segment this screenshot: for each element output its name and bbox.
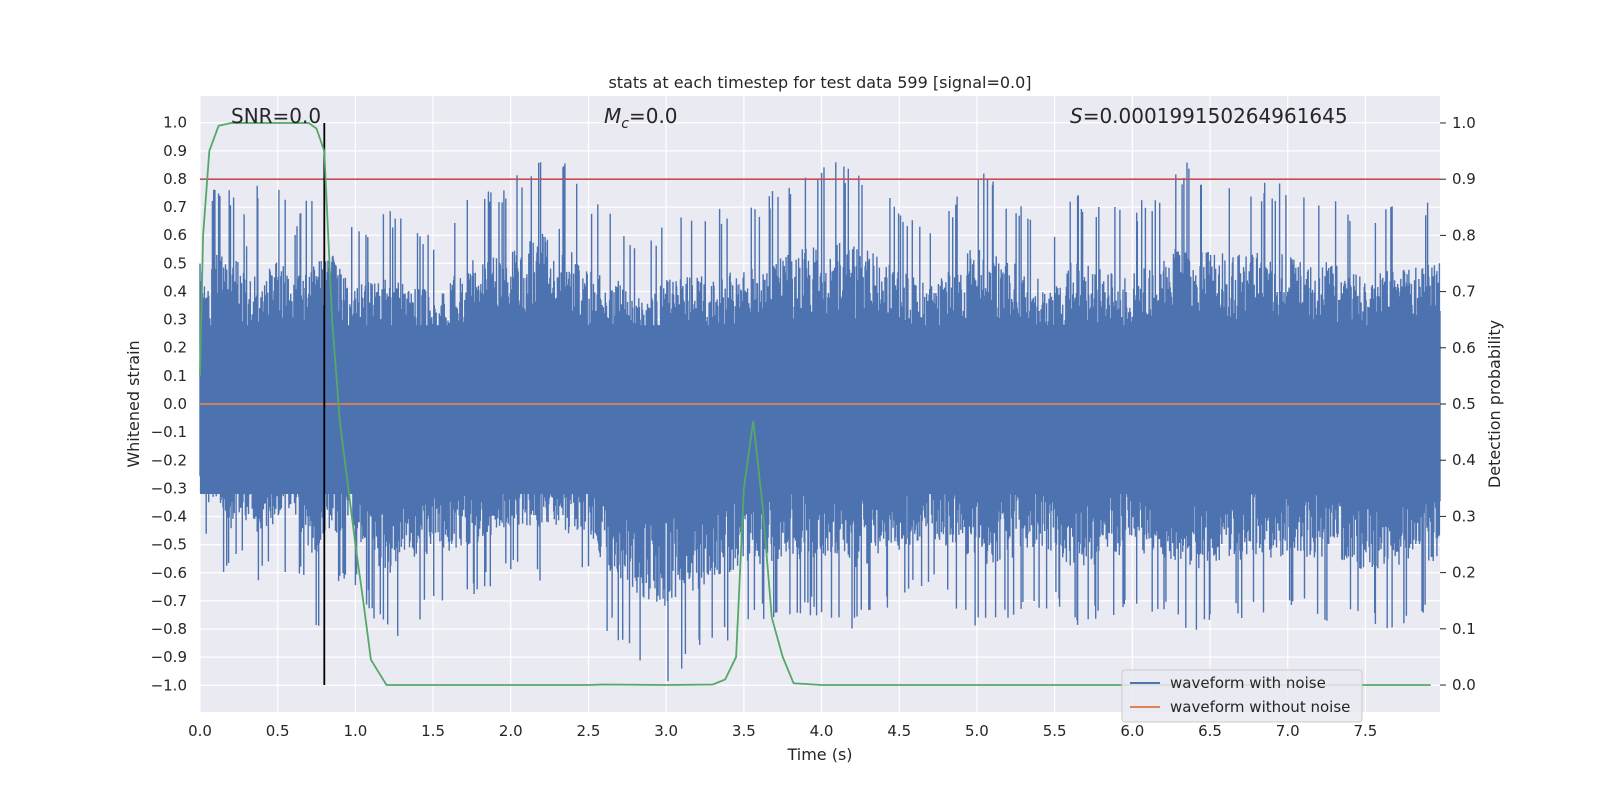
x-tick-label: 7.0 xyxy=(1276,722,1300,740)
y-tick-label: −0.8 xyxy=(151,620,187,638)
x-tick-label: 5.0 xyxy=(965,722,989,740)
y-tick-label: −1.0 xyxy=(151,676,187,694)
y-tick-label: −0.7 xyxy=(151,592,187,610)
x-tick-label: 6.0 xyxy=(1120,722,1144,740)
y-tick-label: 0.9 xyxy=(163,142,187,160)
y-tick-label: 0.0 xyxy=(163,395,187,413)
y-tick-label: 1.0 xyxy=(163,114,187,132)
legend-label-noise: waveform with noise xyxy=(1170,674,1326,692)
detection-probability-series xyxy=(199,122,1431,686)
legend-box xyxy=(1121,669,1363,723)
x-axis-label: Time (s) xyxy=(786,745,852,764)
x-axis-ticks: 0.0 0.5 1.0 1.5 2.0 2.5 3.0 3.5 4.0 4.5 5.0 5.5 6.0 6… xyxy=(188,722,1377,740)
s-statistic-annotation: S=0.000199150264961645 xyxy=(1070,104,1348,128)
y-tick-label: 0.6 xyxy=(163,226,187,244)
x-tick-label: 2.0 xyxy=(499,722,523,740)
x-tick-label: 4.5 xyxy=(887,722,911,740)
snr-annotation: SNR=0.0 xyxy=(231,104,321,128)
y-tick-label: −0.6 xyxy=(151,564,187,582)
legend-label-clean: waveform without noise xyxy=(1170,698,1350,716)
x-tick-label: 0.0 xyxy=(188,722,212,740)
x-tick-label: 4.0 xyxy=(810,722,834,740)
y2-tick-label: 1.0 xyxy=(1452,114,1476,132)
x-tick-label: 6.5 xyxy=(1198,722,1222,740)
y-axis-ticks: 1.0 0.9 0.8 0.7 0.6 0.5 0.4 0.3 0.2 0.1 0.0 −0.1 −0.… xyxy=(151,114,187,695)
y2-axis-label: Detection probability xyxy=(1485,320,1504,488)
y-tick-label: −0.9 xyxy=(151,648,187,666)
y-tick-label: 0.4 xyxy=(163,282,187,300)
legend: waveform with noise waveform without noi… xyxy=(1121,669,1363,723)
y2-tick-label: 0.5 xyxy=(1452,395,1476,413)
y-tick-label: 0.2 xyxy=(163,339,187,357)
y-tick-label: −0.4 xyxy=(151,508,187,526)
y2-tick-label: 0.0 xyxy=(1452,676,1476,694)
y2-tick-label: 0.1 xyxy=(1452,620,1476,638)
y-tick-label: 0.1 xyxy=(163,367,187,385)
y2-tick-label: 0.4 xyxy=(1452,451,1476,469)
chart-title: stats at each timestep for test data 599… xyxy=(608,73,1031,92)
y2-tick-label: 0.6 xyxy=(1452,339,1476,357)
detection-probability-line xyxy=(199,122,1431,686)
noise-waveform-body xyxy=(200,325,1440,495)
x-tick-label: 3.0 xyxy=(654,722,678,740)
y2-tick-label: 0.9 xyxy=(1452,170,1476,188)
y2-tick-label: 0.7 xyxy=(1452,283,1476,301)
noise-waveform-series xyxy=(199,162,1441,682)
y2-tick-label: 0.3 xyxy=(1452,507,1476,525)
chirp-mass-annotation: Mc=0.0 xyxy=(604,104,678,132)
y-tick-label: −0.2 xyxy=(151,451,187,469)
y-tick-label: −0.1 xyxy=(151,423,187,441)
x-tick-label: 5.5 xyxy=(1043,722,1067,740)
y-tick-label: 0.3 xyxy=(163,311,187,329)
y-tick-label: −0.3 xyxy=(151,479,187,497)
x-tick-label: 1.5 xyxy=(421,722,445,740)
y2-tick-label: 0.2 xyxy=(1452,564,1476,582)
y-tick-label: 0.7 xyxy=(163,198,187,216)
y2-axis-ticks: 1.0 0.9 0.8 0.7 0.6 0.5 0.4 0.3 0.2 0.1 0.0 xyxy=(1440,114,1476,694)
x-tick-label: 2.5 xyxy=(577,722,601,740)
x-tick-label: 7.5 xyxy=(1353,722,1377,740)
x-tick-label: 3.5 xyxy=(732,722,756,740)
x-tick-label: 1.0 xyxy=(343,722,367,740)
x-tick-label: 0.5 xyxy=(266,722,290,740)
y-tick-label: 0.8 xyxy=(163,170,187,188)
y-tick-label: 0.5 xyxy=(163,254,187,272)
y2-tick-label: 0.8 xyxy=(1452,226,1476,244)
y-tick-label: −0.5 xyxy=(151,536,187,554)
y-axis-label: Whitened strain xyxy=(124,340,143,467)
